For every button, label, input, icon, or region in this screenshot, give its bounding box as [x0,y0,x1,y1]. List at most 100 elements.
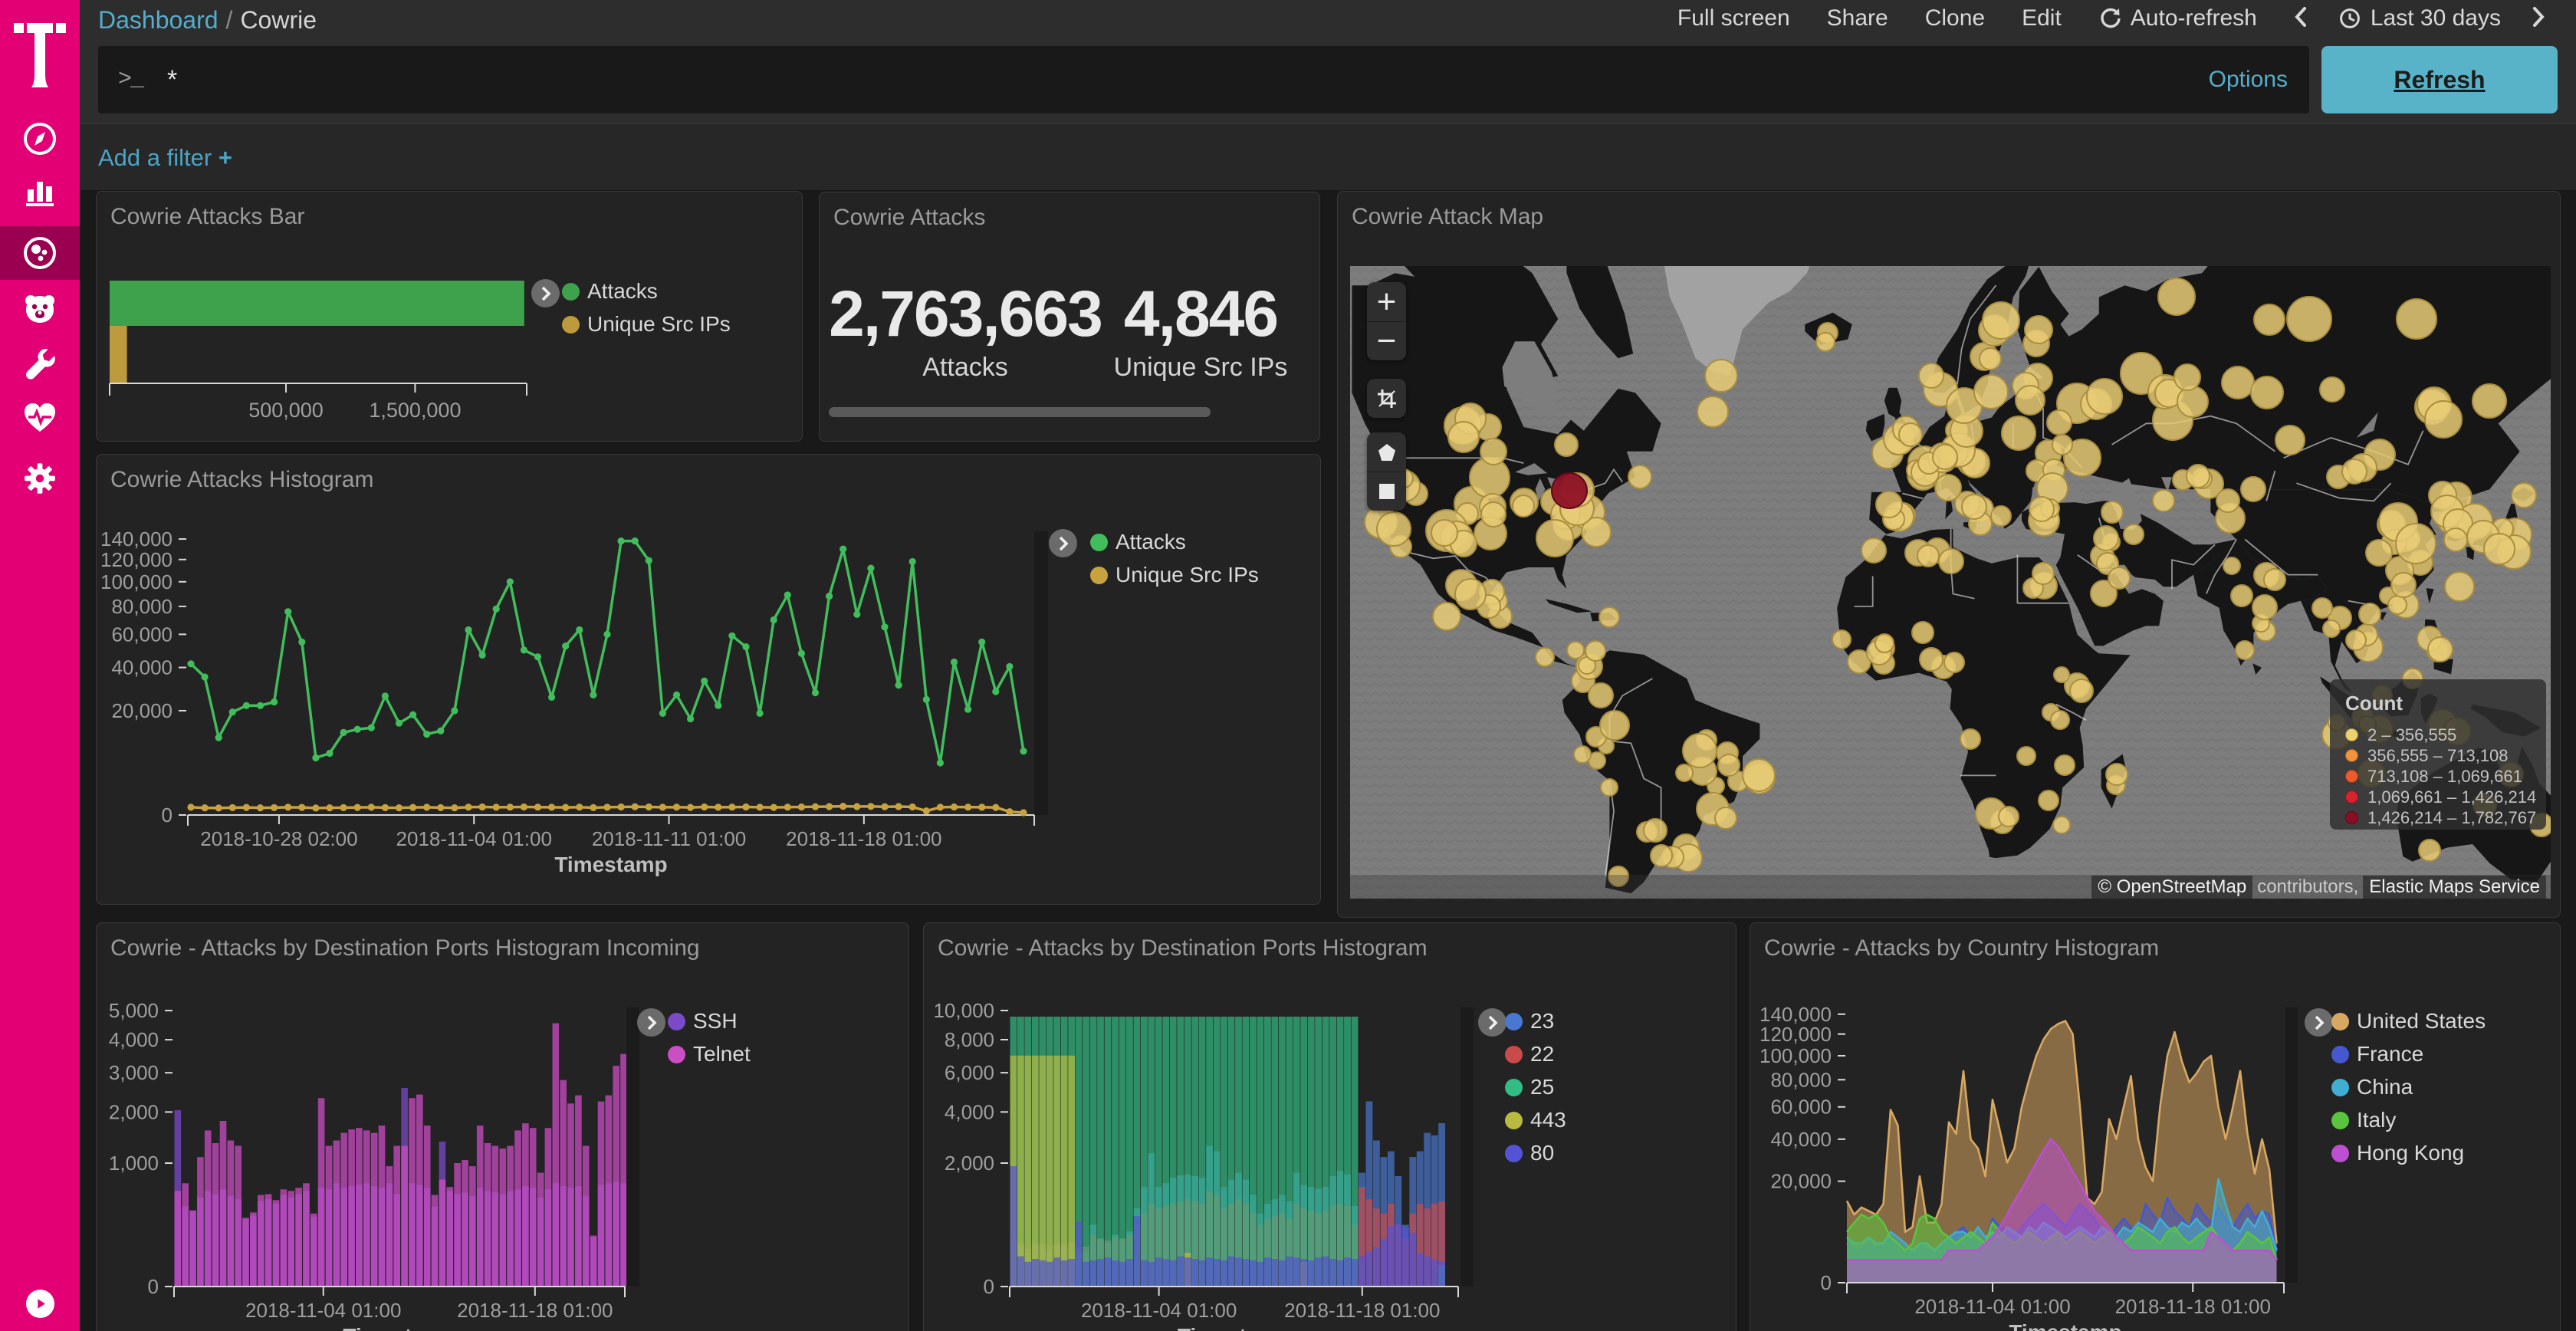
svg-text:60,000: 60,000 [111,623,172,646]
legend-color-dot [1505,1111,1523,1129]
legend: Attacks Unique Src IPs [1090,530,1259,597]
sidebar-item-monitoring[interactable] [0,391,80,445]
map-legend-row: 1,426,214 – 1,782,767 [2345,807,2546,828]
edit-button[interactable]: Edit [2022,5,2062,31]
legend-item-attacks[interactable]: Attacks [1090,530,1259,554]
legend-label: Attacks [1116,530,1186,554]
sidebar-item-visualize[interactable] [0,165,80,219]
sidebar-item-apm[interactable] [0,282,80,336]
panel-title: Cowrie - Attacks by Destination Ports Hi… [110,935,700,961]
full-screen-button[interactable]: Full screen [1677,5,1790,31]
legend-color-dot [1505,1078,1523,1096]
time-forward-button[interactable] [2513,5,2564,32]
legend-item-unique-src-ips[interactable]: Unique Src IPs [562,312,731,336]
legend-label: China [2357,1075,2413,1099]
svg-text:Timestamp: Timestamp [343,1324,455,1331]
legend-toggle-button[interactable] [1478,1008,1506,1037]
legend-toggle-button[interactable] [2305,1008,2333,1037]
svg-text:40,000: 40,000 [1770,1128,1832,1151]
refresh-button[interactable]: Refresh [2321,46,2558,113]
bear-icon [25,295,54,323]
time-back-button[interactable] [2275,5,2326,32]
share-button[interactable]: Share [1826,5,1888,31]
telekom-logo[interactable] [14,23,66,87]
svg-text:20,000: 20,000 [1770,1170,1832,1193]
legend-toggle-button[interactable] [637,1008,665,1037]
legend-toggle-button[interactable] [1049,529,1077,557]
panel-title: Cowrie Attacks [833,205,986,230]
map-polygon-select-button[interactable] [1367,432,1406,472]
sidebar-collapse-button[interactable] [26,1290,54,1318]
vertical-scrollbar[interactable] [626,1007,639,1287]
sidebar-item-discover[interactable] [0,112,80,166]
chevron-left-icon [2295,6,2306,27]
legend-label: 25 [1530,1075,1555,1099]
legend-item-ssh[interactable]: SSH [668,1009,751,1033]
map-zoom-out-button[interactable]: − [1367,321,1406,360]
map-zoom-in-button[interactable]: + [1376,282,1397,320]
breadcrumb-dashboard-link[interactable]: Dashboard [98,6,219,34]
legend-color-dot [668,1012,685,1030]
svg-text:4,000: 4,000 [945,1100,994,1123]
vertical-scrollbar[interactable] [2285,1007,2298,1283]
svg-text:2018-11-18 01:00: 2018-11-18 01:00 [786,827,941,850]
svg-text:120,000: 120,000 [100,548,172,571]
osm-attribution-link[interactable]: © OpenStreetMap [2091,875,2253,899]
ports-chart: 10,000 8,000 6,000 4,000 2,000 0 2018-11-04 01… [933,999,1459,1331]
svg-text:3,000: 3,000 [109,1061,159,1084]
query-options-link[interactable]: Options [2208,67,2288,92]
breadcrumb: Dashboard / Cowrie [98,6,317,35]
svg-text:Timestamp: Timestamp [554,853,667,876]
svg-text:100,000: 100,000 [1760,1044,1832,1067]
legend-item-unique-src-ips[interactable]: Unique Src IPs [1090,563,1259,587]
vertical-scrollbar[interactable] [1034,531,1048,815]
legend-item-23[interactable]: 23 [1505,1009,1566,1033]
horizontal-scrollbar[interactable] [829,407,1211,417]
legend-item-france[interactable]: France [2331,1042,2486,1066]
legend-item-telnet[interactable]: Telnet [668,1042,751,1066]
legend-label: Telnet [693,1042,751,1066]
legend-toggle-button[interactable] [531,279,560,307]
ems-attribution-link[interactable]: Elastic Maps Service [2363,875,2546,899]
time-picker-button[interactable]: Last 30 days [2326,5,2513,31]
vertical-scrollbar[interactable] [1460,1007,1474,1287]
breadcrumb-separator: / [225,6,233,34]
legend-item-united-states[interactable]: United States [2331,1009,2486,1033]
legend-label: Hong Kong [2357,1141,2465,1165]
legend-label: Attacks [587,279,658,303]
square-icon [1378,484,1395,499]
legend-item-italy[interactable]: Italy [2331,1108,2486,1132]
add-filter-button[interactable]: Add a filter + [98,144,232,171]
legend: Attacks Unique Src IPs [562,279,731,347]
legend-item-443[interactable]: 443 [1505,1108,1566,1132]
query-input[interactable]: >_ * Options [98,46,2309,113]
map-fit-bounds-button[interactable] [1367,379,1406,418]
map-legend-dot [2345,790,2358,804]
svg-text:0: 0 [1821,1271,1832,1294]
sidebar-item-management[interactable] [0,452,80,505]
legend-item-25[interactable]: 25 [1505,1075,1566,1099]
legend-item-hong-kong[interactable]: Hong Kong [2331,1141,2486,1165]
legend-item-attacks[interactable]: Attacks [562,279,731,303]
attack-marker-max[interactable] [1551,472,1588,509]
attack-markers[interactable] [1364,278,2551,887]
world-map[interactable]: + − [1350,266,2551,899]
sidebar-item-devtools[interactable] [0,337,80,390]
legend-item-22[interactable]: 22 [1505,1042,1566,1066]
dashboard-grid: Cowrie Attacks Bar 500,000 1,500,000 Atta… [80,190,2576,1331]
panel-title: Cowrie Attacks Histogram [110,467,374,492]
clone-button[interactable]: Clone [1924,5,1986,31]
svg-text:2018-10-28 02:00: 2018-10-28 02:00 [200,827,357,850]
map-controls: + − [1367,266,1406,899]
series-22 [1010,1187,1445,1287]
map-draw-group [1367,432,1406,511]
legend-item-80[interactable]: 80 [1505,1141,1566,1165]
sidebar-item-dashboard[interactable] [0,226,80,280]
svg-text:2018-11-04 01:00: 2018-11-04 01:00 [1914,1295,2070,1318]
legend-color-dot [2331,1144,2349,1162]
auto-refresh-button[interactable]: Auto-refresh [2080,5,2275,31]
legend-item-china[interactable]: China [2331,1075,2486,1099]
map-rectangle-select-button[interactable] [1367,472,1406,511]
panel-attack-map: Cowrie Attack Map + − [1337,191,2561,918]
legend-color-dot [1505,1012,1523,1030]
